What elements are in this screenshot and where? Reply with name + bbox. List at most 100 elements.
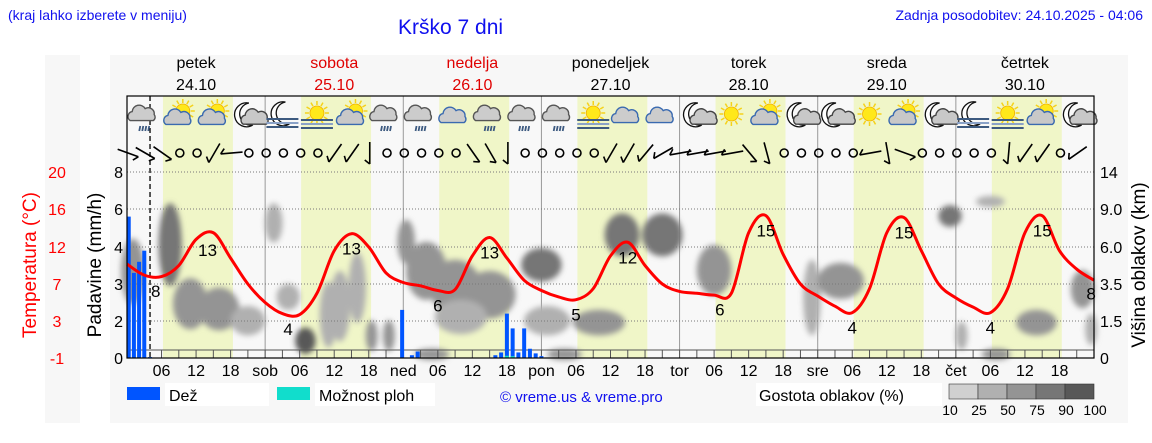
- rain-drop: [147, 125, 151, 132]
- cloud-blob: [981, 348, 1011, 360]
- cloud-height-axis-title: Višina oblakov (km): [1129, 182, 1150, 347]
- axes: 06 12 18 sob 06 12 18 ned 06 12 18 pon 06 12 18 tor 06 12…: [20, 95, 1150, 380]
- day-name: sreda: [867, 55, 907, 72]
- plot-frame: [126, 95, 1095, 359]
- x-tick-label: pon: [528, 363, 555, 380]
- rain-drop: [518, 125, 522, 132]
- moon-shape: [1062, 102, 1083, 128]
- wind-shaft: [1068, 146, 1088, 160]
- wind-barb-icon: [364, 142, 371, 165]
- showers-bar: [504, 355, 509, 358]
- temperature-label: 8: [151, 282, 160, 301]
- rain-bar: [409, 355, 414, 358]
- showers-bar: [510, 356, 515, 358]
- wind-feather: [1002, 158, 1009, 165]
- x-tick-label: 18: [636, 363, 654, 380]
- density-scale-label: 25: [971, 402, 987, 418]
- sun-ray: [323, 106, 328, 110]
- sun-ray: [876, 117, 881, 121]
- x-tick-label: ned: [390, 363, 417, 380]
- wind-barb-icon: [343, 143, 360, 163]
- density-scale-label: 75: [1029, 402, 1045, 418]
- wind-shaft: [328, 143, 343, 163]
- wind-calm-icon: [934, 148, 945, 158]
- precip-tick: 8: [114, 165, 123, 182]
- cloud-blob: [955, 321, 968, 351]
- wind-barb-icon: [484, 143, 497, 164]
- wind-barb-icon: [1017, 143, 1033, 163]
- sun-ray: [724, 103, 729, 108]
- wind-barb-icon: [652, 146, 674, 160]
- weather-icon-sun: [719, 102, 744, 126]
- day-date: 29.10: [867, 77, 907, 94]
- cloud-shape: [610, 106, 640, 124]
- x-tick-label: 06: [705, 363, 723, 380]
- sun-ray: [310, 102, 314, 107]
- weather-icon-fog-sun: [991, 101, 1024, 129]
- wind-shaft: [117, 148, 139, 158]
- sun-ray: [901, 100, 905, 105]
- wind-shaft: [653, 146, 674, 160]
- wind-calm-icon: [813, 148, 824, 158]
- cloud-shape: [1069, 108, 1098, 125]
- wind-calm-icon: [589, 148, 600, 158]
- cloud-blob: [329, 270, 351, 342]
- rain-drop: [389, 125, 392, 132]
- wind-barb-icon: [1002, 141, 1011, 165]
- sun-ray: [1014, 106, 1019, 110]
- rain-drop: [527, 125, 531, 132]
- temperature-label: 5: [571, 306, 580, 325]
- weather-icon-fog-moon: [957, 101, 990, 128]
- cloud-blob: [198, 287, 240, 331]
- wind-barb-icon: [669, 148, 692, 156]
- temperature-tick: 20: [48, 165, 66, 182]
- sun-ray: [320, 102, 324, 107]
- sun-ray: [872, 103, 877, 108]
- moon-shape: [924, 102, 944, 128]
- temperature-label: 4: [848, 319, 857, 338]
- weather-icon-sun-cloud: [888, 99, 921, 126]
- cloud-blob: [365, 320, 378, 352]
- rain-bar: [527, 348, 532, 358]
- sun-ray: [996, 116, 1002, 120]
- sun-ray: [858, 117, 863, 121]
- rain-drop: [521, 125, 525, 132]
- wind-feather: [686, 148, 691, 156]
- temperature-line: [126, 213, 1095, 318]
- sun-ray: [599, 106, 604, 110]
- rain-bar: [533, 353, 538, 358]
- cloud-blob: [295, 327, 316, 354]
- x-tick-label: 18: [360, 363, 378, 380]
- x-tick-label: 18: [912, 363, 930, 380]
- day-date: 26.10: [452, 77, 492, 94]
- precip-tick: 6: [114, 202, 123, 219]
- day-headers: petek 24.10 sobota 25.10 nedelja 26.10 ponedel…: [176, 55, 1050, 94]
- precip-tick: 4: [114, 240, 123, 257]
- temperature-label: 13: [480, 244, 499, 263]
- wind-barb-icon: [502, 142, 509, 165]
- x-tick-label: 06: [291, 363, 309, 380]
- rain-drop: [144, 125, 148, 132]
- wind-calm-icon: [1055, 148, 1066, 158]
- wind-calm-icon: [416, 148, 427, 158]
- wind-feather: [1067, 152, 1070, 160]
- sun-ray: [734, 120, 739, 125]
- wind-feather: [620, 156, 625, 163]
- wind-feather: [473, 160, 480, 163]
- sun-ray: [862, 120, 867, 125]
- wind-calm-icon: [952, 148, 962, 158]
- cloud-shape: [750, 108, 779, 126]
- x-tick-label: 18: [774, 363, 792, 380]
- cloud-blob: [817, 262, 864, 299]
- wind-barb-icon: [720, 148, 744, 156]
- temperature-label: 8: [1086, 284, 1095, 303]
- wind-shaft: [466, 143, 481, 163]
- sun-disc: [723, 106, 739, 122]
- rain-drop: [141, 125, 145, 132]
- wind-shaft: [686, 150, 709, 156]
- sun-ray: [720, 107, 725, 111]
- wind-shaft: [1036, 143, 1051, 163]
- wind-calm-icon: [295, 148, 306, 158]
- rain-drop: [417, 125, 421, 132]
- sun-ray: [344, 104, 349, 108]
